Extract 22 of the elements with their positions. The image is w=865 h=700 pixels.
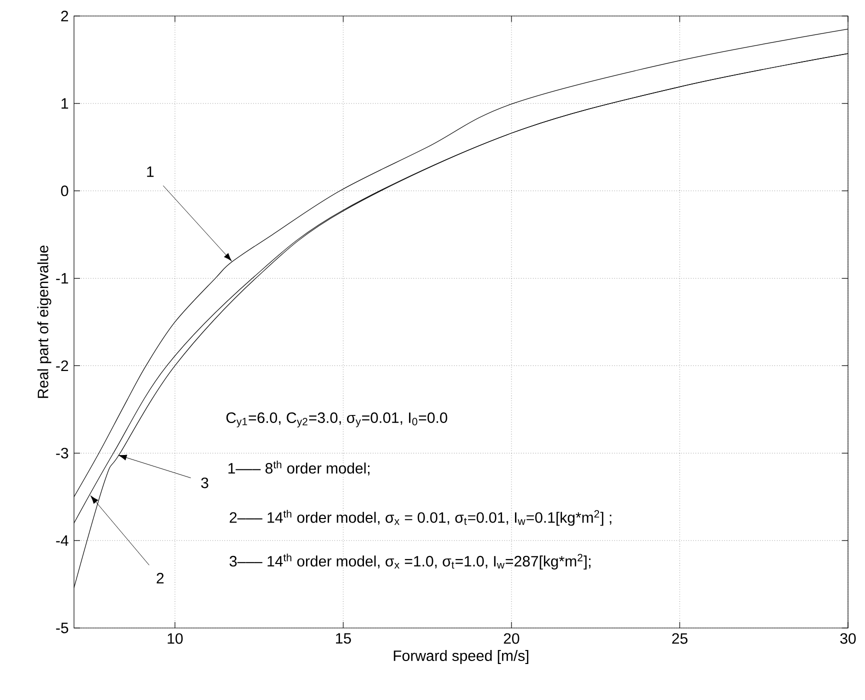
text: 2––– 14$^{th}$ order model, σ$_{x}$ = 0.01, σ$_{t}$=0.01, I$_{w}$=0.1[kg*m$^{2}$] ; xyxy=(230,510,612,526)
y-tick-label: -2 xyxy=(56,360,68,371)
text: 3––– 14$^{th}$ order model, σ$_{x}$ =1.0, σ$_{t}$=1.0, I$_{w}$=287[kg*m$^{2}$]; xyxy=(230,554,590,570)
y-tick-label: 1 xyxy=(62,98,68,109)
x-tick-label: 30 xyxy=(840,633,856,644)
x-tick-label: 20 xyxy=(504,633,520,644)
y-tick-label: -4 xyxy=(56,535,68,546)
y-tick-label: -5 xyxy=(56,622,68,634)
annotation: 1 xyxy=(147,166,154,177)
y-tick-label: 2 xyxy=(61,10,68,22)
y-tick-label: 0 xyxy=(61,186,68,196)
x-tick-label: 25 xyxy=(672,633,688,644)
y-axis-title: Real part of eigenvalue xyxy=(37,246,52,398)
x-tick-label: 10 xyxy=(168,633,183,644)
y-tick-label: -1 xyxy=(56,273,68,284)
annotation: 3 xyxy=(201,478,208,488)
x-axis-title: Forward speed [m/s] xyxy=(394,650,528,664)
x-tick-label: 15 xyxy=(336,633,351,644)
text: C$_{y1}$=6.0, C$_{y2}$=3.0, σ$_{y}$=0.01, I$_{0}$=0.0 xyxy=(226,412,448,428)
y-tick-label: -3 xyxy=(56,448,68,458)
annotation: 2 xyxy=(156,572,164,584)
annotation: 1––– 8$^{th}$ order model; xyxy=(228,460,370,476)
